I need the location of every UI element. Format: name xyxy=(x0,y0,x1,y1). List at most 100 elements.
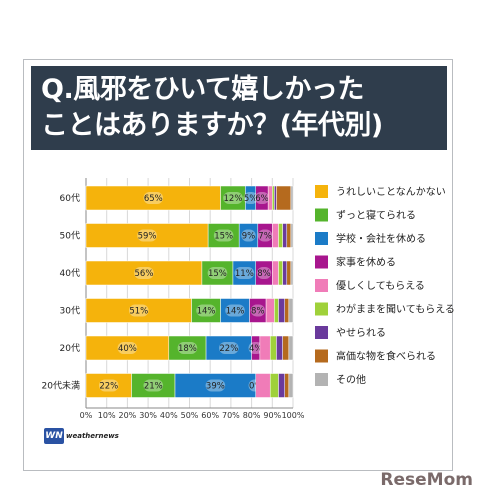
data-label-bg xyxy=(223,192,243,204)
bar-segment xyxy=(265,298,275,323)
data-label: 65% xyxy=(144,194,163,204)
data-label: 56% xyxy=(135,269,154,279)
bar-segment xyxy=(255,373,271,398)
bar-segment xyxy=(85,185,221,211)
data-label-bg xyxy=(234,267,255,279)
bar-segment xyxy=(284,298,290,323)
data-label-bg xyxy=(256,267,272,279)
resemom-watermark: ReseMom xyxy=(380,470,473,490)
legend-swatch xyxy=(315,208,328,222)
bar-segment xyxy=(220,298,250,323)
bar-segment xyxy=(269,373,279,398)
data-label-bg xyxy=(177,342,198,354)
data-label: 8% xyxy=(251,307,265,317)
data-label: 21% xyxy=(144,382,163,392)
category-label: 40代 xyxy=(60,268,80,279)
legend-label: その他 xyxy=(336,373,366,386)
data-label: 14% xyxy=(197,307,216,317)
bar-segment xyxy=(288,335,294,361)
bar-segment xyxy=(278,223,283,248)
bar-segment xyxy=(85,223,209,248)
data-label: 15% xyxy=(208,269,227,279)
category-label: 60代 xyxy=(60,193,80,204)
legend-swatch xyxy=(315,255,328,269)
legend-label: 優しくしてもらえる xyxy=(336,279,425,292)
logo-text: weathernews xyxy=(66,432,119,440)
category-label: 50代 xyxy=(60,231,80,242)
x-tick-label: 0% xyxy=(80,411,93,420)
x-tick-label: 20% xyxy=(119,411,137,420)
bar-segment xyxy=(274,298,279,323)
category-label: 20代未満 xyxy=(42,380,80,392)
bar-segment xyxy=(272,260,279,286)
legend-label: やせられる xyxy=(336,327,386,339)
category-label: 20代 xyxy=(60,343,80,354)
data-label-bg xyxy=(257,229,273,242)
legend-label: ずっと寝てられる xyxy=(336,209,416,222)
data-label: 9% xyxy=(242,232,256,242)
bar-segment xyxy=(286,223,292,248)
header-title-line-2: ことはありますか？(年代別) xyxy=(41,110,383,141)
legend-swatch xyxy=(315,232,328,245)
bar-segment xyxy=(288,373,294,398)
data-label-bg xyxy=(98,379,119,392)
legend-swatch xyxy=(315,302,328,316)
bar-segment xyxy=(282,223,288,248)
bar-segment xyxy=(259,335,271,361)
legend-label: うれしいことなんかない xyxy=(336,186,446,198)
bar-segment xyxy=(267,185,273,211)
bar-segment xyxy=(272,185,275,211)
data-label-bg xyxy=(143,379,164,392)
data-label-bg xyxy=(243,192,258,204)
bar-segment xyxy=(284,373,290,398)
bar-segment xyxy=(286,260,292,286)
data-label: 18% xyxy=(178,344,197,354)
data-label: 15% xyxy=(214,232,233,242)
data-label: 14% xyxy=(226,307,245,317)
data-label-bg xyxy=(248,342,263,354)
data-label-bg xyxy=(241,229,256,242)
x-tick-label: 30% xyxy=(139,411,157,420)
data-label-bg xyxy=(134,267,154,279)
legend-label: 家事を休める xyxy=(336,256,396,269)
data-label: 22% xyxy=(99,382,118,392)
data-label-bg xyxy=(205,379,226,392)
bar-segment xyxy=(282,260,288,286)
x-tick-label: 90% xyxy=(263,411,281,420)
bar-segment xyxy=(290,185,294,211)
legend-swatch xyxy=(315,185,328,198)
data-label-bg xyxy=(254,192,270,204)
bar-segment xyxy=(278,298,285,323)
x-tick-label: 40% xyxy=(160,411,178,420)
bar-segment xyxy=(276,335,283,361)
bar-segment xyxy=(201,260,234,286)
bar-segment xyxy=(269,335,277,361)
bar-segment xyxy=(174,373,256,398)
data-label: 51% xyxy=(129,307,148,317)
x-tick-label: 50% xyxy=(181,411,199,420)
data-label-bg xyxy=(219,342,239,354)
data-label-bg xyxy=(225,304,245,317)
data-label: 12% xyxy=(224,194,243,204)
data-label-bg xyxy=(128,304,149,317)
logo-mark: WN xyxy=(44,428,64,444)
data-label: 40% xyxy=(118,344,137,354)
data-label: 39% xyxy=(206,382,225,392)
bar-segment xyxy=(282,335,290,361)
chart-header: Q.風邪をひいて嬉しかった ことはありますか？(年代別) xyxy=(31,66,447,150)
legend-label: わがままを聞いてもらえる xyxy=(336,303,455,316)
data-label: 4% xyxy=(249,344,263,354)
bar-segment xyxy=(276,185,292,211)
bar-segment xyxy=(168,335,207,361)
x-tick-label: 80% xyxy=(243,411,261,420)
x-tick-label: 70% xyxy=(222,411,240,420)
data-label: 6% xyxy=(255,194,269,204)
bar-segment xyxy=(85,298,192,323)
bar-segment xyxy=(205,335,252,361)
bar-segment xyxy=(191,298,221,323)
data-label: 11% xyxy=(235,269,254,279)
data-label-bg xyxy=(196,304,216,317)
data-label-bg xyxy=(207,267,228,279)
legend-label: 学校・会社を休める xyxy=(336,232,426,245)
